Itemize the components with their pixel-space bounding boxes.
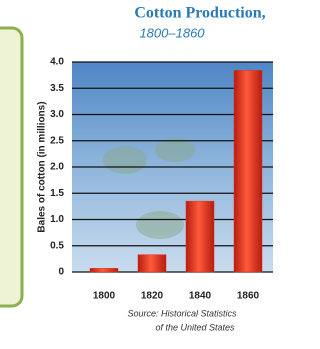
y-tick-label: 4.0 [50, 57, 64, 68]
leaf [103, 146, 147, 174]
chart-title: Cotton Production, [134, 5, 265, 22]
bar [138, 255, 166, 272]
y-tick-label: 2.5 [50, 135, 64, 146]
source: of the United States [155, 322, 235, 332]
y-tick-label: 1.0 [50, 214, 64, 225]
side-panel [0, 28, 22, 306]
y-tick-label: 3.5 [50, 83, 64, 94]
y-tick-label: 2.0 [50, 162, 64, 173]
x-tick-label: 1820 [141, 291, 164, 302]
bar [186, 201, 214, 272]
y-tick-label: 0.5 [50, 240, 64, 251]
bar [234, 70, 262, 272]
chart: Cotton Production, 1800–1860 Bales of co… [0, 0, 273, 344]
leaf [155, 138, 195, 162]
y-tick-label: 3.0 [50, 109, 64, 120]
chart-subtitle: 1800–1860 [139, 25, 205, 40]
bar [90, 268, 118, 272]
y-axis-label: Bales of cotton (in millions) [37, 101, 48, 232]
y-tick-label: 0 [58, 267, 64, 278]
x-tick-label: 1840 [189, 291, 212, 302]
y-tick-label: 1.5 [50, 188, 64, 199]
leaf [136, 211, 184, 239]
source: Source: Historical Statistics [127, 308, 237, 318]
x-tick-label: 1800 [93, 291, 116, 302]
x-tick-label: 1860 [237, 291, 260, 302]
